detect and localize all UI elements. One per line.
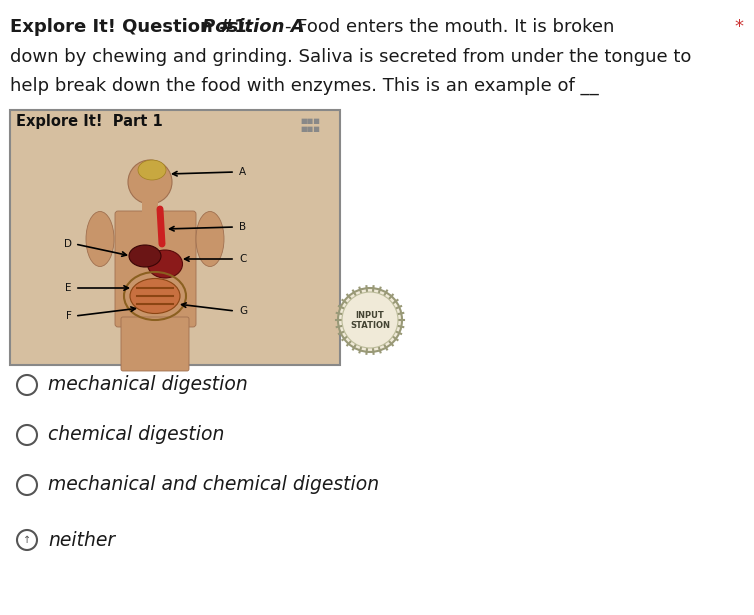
Text: help break down the food with enzymes. This is an example of __: help break down the food with enzymes. T…: [10, 77, 599, 95]
Text: Explore It! Question #1:: Explore It! Question #1:: [10, 18, 266, 36]
FancyBboxPatch shape: [115, 211, 196, 327]
Ellipse shape: [148, 250, 182, 278]
Text: down by chewing and grinding. Saliva is secreted from under the tongue to: down by chewing and grinding. Saliva is …: [10, 48, 691, 66]
Text: D: D: [64, 239, 72, 249]
Ellipse shape: [138, 160, 166, 180]
Text: F: F: [66, 311, 72, 321]
Bar: [10, 110, 340, 365]
Text: Position A: Position A: [202, 18, 305, 36]
Text: ↑: ↑: [23, 535, 31, 545]
Text: mechanical and chemical digestion: mechanical and chemical digestion: [48, 475, 379, 494]
FancyBboxPatch shape: [121, 317, 189, 371]
Text: *: *: [734, 18, 743, 36]
Circle shape: [17, 425, 37, 445]
Text: G: G: [239, 306, 247, 316]
Text: A: A: [239, 167, 246, 177]
Text: E: E: [66, 283, 72, 293]
Text: B: B: [239, 222, 246, 232]
Ellipse shape: [130, 279, 180, 314]
Ellipse shape: [129, 245, 161, 267]
Text: STATION: STATION: [350, 322, 390, 330]
Text: chemical digestion: chemical digestion: [48, 426, 225, 445]
Bar: [142, 199, 158, 217]
Circle shape: [17, 530, 37, 550]
Circle shape: [17, 375, 37, 395]
Circle shape: [128, 160, 172, 204]
Text: - Food enters the mouth. It is broken: - Food enters the mouth. It is broken: [285, 18, 615, 36]
Text: mechanical digestion: mechanical digestion: [48, 376, 248, 394]
Text: Explore It!  Part 1: Explore It! Part 1: [16, 114, 163, 129]
Ellipse shape: [196, 212, 224, 266]
Text: ■■■
■■■: ■■■ ■■■: [300, 119, 320, 132]
Ellipse shape: [86, 212, 114, 266]
Circle shape: [338, 288, 402, 352]
Circle shape: [342, 292, 398, 348]
Text: C: C: [239, 254, 247, 264]
Text: neither: neither: [48, 531, 115, 549]
Circle shape: [17, 475, 37, 495]
Text: INPUT: INPUT: [356, 311, 385, 320]
